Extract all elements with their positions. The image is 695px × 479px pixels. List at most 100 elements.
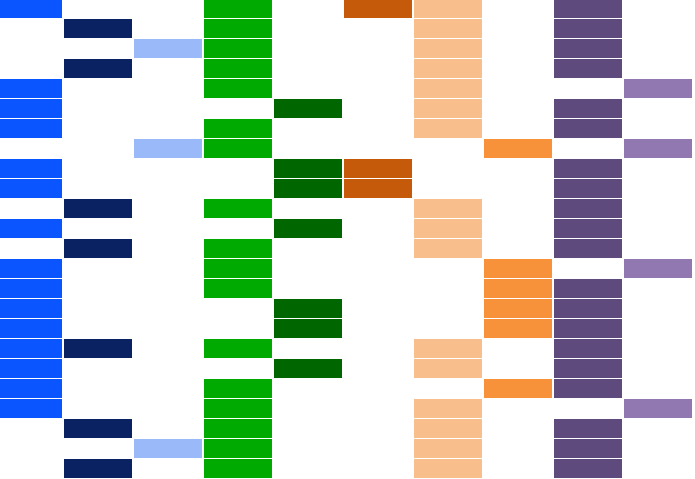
filled-cell: [274, 299, 342, 318]
empty-cell: [344, 19, 412, 38]
empty-cell: [134, 399, 202, 418]
filled-cell: [0, 159, 62, 178]
filled-cell: [204, 59, 272, 78]
empty-cell: [484, 339, 552, 358]
filled-cell: [414, 399, 482, 418]
empty-cell: [624, 379, 692, 398]
empty-cell: [484, 399, 552, 418]
filled-cell: [0, 339, 62, 358]
empty-cell: [274, 139, 342, 158]
filled-cell: [624, 259, 692, 278]
empty-cell: [64, 179, 132, 198]
filled-cell: [554, 219, 622, 238]
empty-cell: [0, 459, 62, 478]
empty-cell: [344, 339, 412, 358]
empty-cell: [64, 99, 132, 118]
empty-cell: [274, 39, 342, 58]
empty-cell: [344, 119, 412, 138]
empty-cell: [274, 199, 342, 218]
empty-cell: [624, 199, 692, 218]
filled-cell: [204, 119, 272, 138]
empty-cell: [624, 459, 692, 478]
filled-cell: [414, 59, 482, 78]
empty-cell: [134, 459, 202, 478]
filled-cell: [554, 0, 622, 18]
filled-cell: [414, 199, 482, 218]
empty-cell: [484, 119, 552, 138]
filled-cell: [624, 139, 692, 158]
empty-cell: [414, 159, 482, 178]
empty-cell: [624, 239, 692, 258]
empty-cell: [484, 199, 552, 218]
filled-cell: [484, 299, 552, 318]
empty-cell: [64, 279, 132, 298]
filled-cell: [0, 399, 62, 418]
empty-cell: [204, 319, 272, 338]
filled-cell: [484, 139, 552, 158]
empty-cell: [134, 359, 202, 378]
empty-cell: [414, 379, 482, 398]
empty-cell: [204, 159, 272, 178]
filled-cell: [554, 159, 622, 178]
empty-cell: [414, 319, 482, 338]
empty-cell: [64, 439, 132, 458]
filled-cell: [0, 279, 62, 298]
empty-cell: [484, 219, 552, 238]
filled-cell: [0, 179, 62, 198]
empty-cell: [134, 419, 202, 438]
empty-cell: [274, 439, 342, 458]
empty-cell: [0, 19, 62, 38]
filled-cell: [554, 279, 622, 298]
empty-cell: [344, 139, 412, 158]
filled-cell: [0, 299, 62, 318]
empty-cell: [344, 199, 412, 218]
filled-cell: [134, 39, 202, 58]
empty-cell: [344, 399, 412, 418]
empty-cell: [624, 119, 692, 138]
empty-cell: [0, 239, 62, 258]
empty-cell: [64, 39, 132, 58]
empty-cell: [624, 419, 692, 438]
empty-cell: [64, 359, 132, 378]
empty-cell: [554, 259, 622, 278]
empty-cell: [414, 299, 482, 318]
filled-cell: [414, 99, 482, 118]
empty-cell: [484, 79, 552, 98]
empty-cell: [0, 439, 62, 458]
filled-cell: [64, 459, 132, 478]
empty-cell: [344, 219, 412, 238]
empty-cell: [204, 179, 272, 198]
filled-cell: [484, 279, 552, 298]
empty-cell: [134, 259, 202, 278]
filled-cell: [554, 359, 622, 378]
empty-cell: [64, 259, 132, 278]
empty-cell: [64, 79, 132, 98]
empty-cell: [624, 179, 692, 198]
empty-cell: [344, 439, 412, 458]
filled-cell: [204, 439, 272, 458]
empty-cell: [134, 339, 202, 358]
filled-cell: [134, 439, 202, 458]
filled-cell: [624, 399, 692, 418]
filled-cell: [554, 99, 622, 118]
empty-cell: [484, 359, 552, 378]
filled-cell: [204, 399, 272, 418]
empty-cell: [344, 39, 412, 58]
empty-cell: [204, 219, 272, 238]
empty-cell: [624, 299, 692, 318]
empty-cell: [344, 79, 412, 98]
empty-cell: [64, 299, 132, 318]
empty-cell: [414, 279, 482, 298]
empty-cell: [64, 159, 132, 178]
filled-cell: [414, 239, 482, 258]
empty-cell: [624, 279, 692, 298]
empty-cell: [344, 259, 412, 278]
empty-cell: [134, 279, 202, 298]
empty-cell: [484, 439, 552, 458]
filled-cell: [64, 59, 132, 78]
filled-cell: [484, 259, 552, 278]
empty-cell: [64, 319, 132, 338]
filled-cell: [414, 339, 482, 358]
empty-cell: [204, 359, 272, 378]
filled-cell: [344, 0, 412, 18]
